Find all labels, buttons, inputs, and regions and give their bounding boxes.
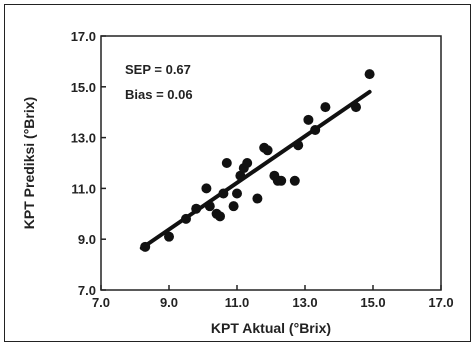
data-point	[204, 201, 215, 212]
y-tick-label: 7.0	[78, 283, 96, 298]
chart-frame: 7.0 9.0 11.0 13.0 15.0 17.0 7.0 9.0 11.0 13.0 15.0…	[4, 4, 471, 342]
data-point	[351, 102, 361, 113]
bias-annotation: Bias = 0.06	[125, 87, 193, 102]
data-point	[293, 140, 304, 151]
data-point	[252, 193, 263, 204]
x-tick-label: 15.0	[360, 295, 385, 310]
y-tick-label: 9.0	[78, 232, 96, 247]
data-point	[310, 124, 321, 135]
x-tick-label: 9.0	[160, 295, 178, 310]
data-point	[140, 241, 151, 252]
data-point	[191, 203, 202, 214]
data-point	[218, 188, 229, 199]
data-point	[221, 158, 232, 168]
data-point	[242, 158, 253, 168]
data-point	[320, 102, 331, 113]
x-tick-label: 7.0	[92, 295, 110, 310]
y-tick-label: 17.0	[71, 29, 96, 44]
data-point	[215, 211, 225, 222]
data-point	[303, 114, 314, 125]
data-point	[201, 183, 212, 194]
y-tick-label: 15.0	[71, 80, 96, 95]
data-point	[232, 188, 242, 199]
x-tick-label: 13.0	[292, 295, 317, 310]
data-point	[164, 231, 174, 242]
data-point	[228, 201, 239, 212]
y-tick-label: 13.0	[71, 131, 96, 146]
data-point	[181, 213, 191, 224]
data-point	[289, 175, 300, 186]
data-point	[364, 69, 375, 80]
scatter-chart: 7.0 9.0 11.0 13.0 15.0 17.0 7.0 9.0 11.0 13.0 15.0…	[21, 29, 454, 336]
y-axis-title: KPT Prediksi (°Brix)	[21, 97, 37, 229]
data-point	[235, 170, 246, 181]
x-tick-label: 11.0	[225, 295, 250, 310]
data-point	[276, 175, 287, 186]
data-point	[262, 145, 273, 156]
regression-line	[139, 89, 372, 251]
x-axis-title: KPT Aktual (°Brix)	[211, 320, 331, 336]
plot-area	[100, 35, 442, 291]
sep-annotation: SEP = 0.67	[125, 62, 191, 77]
x-tick-label: 17.0	[428, 295, 453, 310]
y-tick-label: 11.0	[71, 181, 96, 196]
